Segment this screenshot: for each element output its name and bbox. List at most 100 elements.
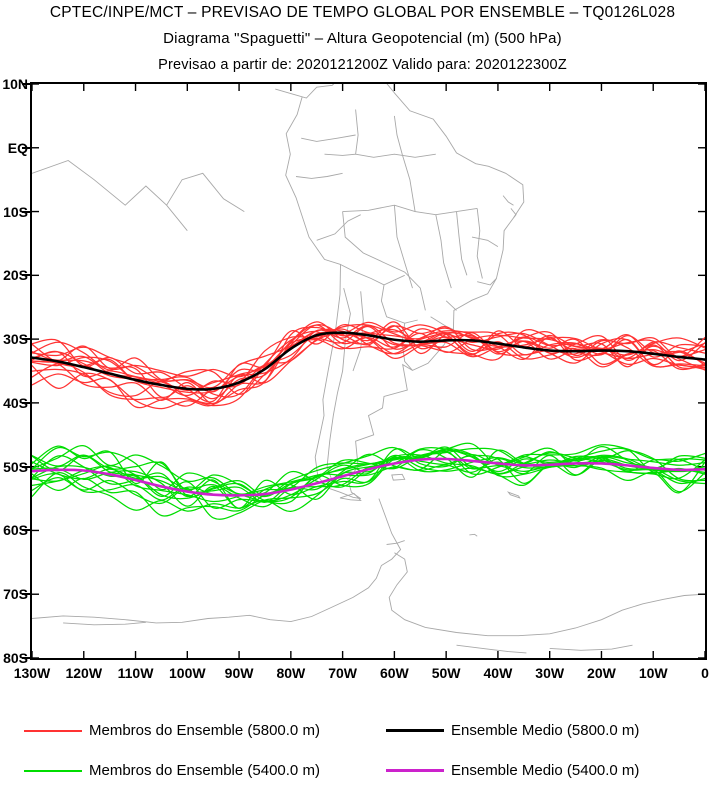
legend-label: Ensemble Medio (5400.0 m) <box>451 762 640 779</box>
members-5400-layer <box>32 442 705 520</box>
coastline-path <box>32 498 402 624</box>
ensemble-member-line <box>32 445 705 498</box>
x-axis-tick-label: 60W <box>379 665 409 681</box>
map-plot-area <box>30 82 707 660</box>
coastline-path <box>386 540 405 545</box>
legend-entry: Ensemble Medio (5800.0 m) <box>386 722 639 739</box>
coastline-path <box>324 109 359 156</box>
y-axis-tick-label: 20S <box>3 267 28 284</box>
x-axis-tick-label: 130W <box>13 665 51 681</box>
coastline-path <box>340 264 405 286</box>
ensemble-member-line <box>32 331 705 410</box>
coastline-path <box>380 284 418 324</box>
chart-title-block: CPTEC/INPE/MCT – PREVISAO DE TEMPO GLOBA… <box>0 0 725 78</box>
title-line-3: Previsao a partir de: 2020121200Z Valido… <box>158 57 567 73</box>
coastline-path <box>506 491 521 499</box>
axis-inner-ticks <box>32 84 705 658</box>
x-axis-tick-label: 90W <box>224 665 254 681</box>
coastline-path <box>316 214 361 241</box>
coastline-path <box>469 533 478 537</box>
coastline-path <box>285 96 361 500</box>
mean-5800-layer <box>32 331 705 391</box>
coastline-path <box>435 214 452 289</box>
coastline-layer <box>32 84 705 654</box>
x-axis-tick-label: 110W <box>117 665 154 681</box>
ensemble-member-line <box>32 324 705 397</box>
y-axis-tick-label: EQ <box>7 139 28 156</box>
x-axis-tick-label: 70W <box>328 665 357 681</box>
coastline-path <box>391 473 406 481</box>
ensemble-member-line <box>32 457 705 520</box>
x-axis-tick-label: 50W <box>431 665 461 681</box>
x-axis-tick-label: 80W <box>276 665 306 681</box>
y-axis-tick <box>22 338 30 341</box>
y-axis-tick <box>22 465 30 468</box>
legend-label: Membros do Ensemble (5400.0 m) <box>89 762 320 779</box>
x-axis-tick-label: 20W <box>587 665 616 681</box>
coastline-path <box>476 208 483 279</box>
ensemble-member-line <box>32 323 705 395</box>
ensemble-member-line <box>32 321 705 389</box>
legend-label: Ensemble Medio (5800.0 m) <box>451 722 640 739</box>
chart-legend: Membros do Ensemble (5800.0 m) Ensemble M… <box>0 700 725 792</box>
legend-color-swatch <box>24 729 82 732</box>
coastline-path <box>456 644 527 654</box>
coastline-path <box>275 84 395 99</box>
y-axis-tick-label: 10N <box>2 76 28 92</box>
y-axis-tick-label: 10S <box>3 203 28 220</box>
y-axis-tick <box>22 529 30 532</box>
y-axis-tick <box>22 146 30 149</box>
legend-color-swatch <box>386 729 444 732</box>
ensemble-member-line <box>32 446 705 513</box>
x-axis-tick-label: 10W <box>638 665 668 681</box>
y-axis-tick-label: 60S <box>3 522 28 539</box>
y-axis-tick <box>22 593 30 596</box>
coastline-path <box>471 236 499 247</box>
coastline-path <box>326 287 351 482</box>
ensemble-member-line <box>32 453 705 508</box>
ensemble-member-line <box>32 321 705 393</box>
ensemble-member-line <box>32 454 705 509</box>
coastline-path <box>63 621 146 626</box>
mean-5400-layer <box>32 457 705 497</box>
y-axis-tick-label: 70S <box>3 586 28 603</box>
legend-entry: Membros do Ensemble (5800.0 m) <box>24 722 320 739</box>
x-axis-tick-label: 120W <box>65 665 103 681</box>
coastline-path <box>549 644 633 651</box>
plot-canvas <box>32 84 705 658</box>
x-axis-tick-label: 100W <box>169 665 206 681</box>
coastline-path <box>301 134 356 142</box>
title-line-1: CPTEC/INPE/MCT – PREVISAO DE TEMPO GLOBA… <box>49 4 676 21</box>
y-axis-tick-label: 50S <box>3 458 28 475</box>
coastline-path <box>342 211 426 311</box>
ensemble-mean-line <box>32 457 705 497</box>
coastline-path <box>510 208 517 219</box>
x-axis-tick-label: 0 <box>701 665 709 681</box>
coastline-path <box>393 115 416 212</box>
coastline-path <box>32 159 188 231</box>
y-axis-tick <box>22 657 30 659</box>
y-axis-tick-label: 40S <box>3 394 28 411</box>
legend-label: Membros do Ensemble (5800.0 m) <box>89 722 320 739</box>
legend-color-swatch <box>386 769 444 772</box>
coastline-path <box>355 153 436 158</box>
legend-entry: Membros do Ensemble (5400.0 m) <box>24 762 320 779</box>
coastline-path <box>477 278 497 286</box>
y-axis-tick <box>22 210 30 213</box>
y-axis-tick <box>22 83 30 85</box>
x-axis-tick-label: 30W <box>535 665 565 681</box>
coastline-path <box>388 552 705 637</box>
y-axis-tick-label: 80S <box>3 650 28 666</box>
ensemble-mean-line <box>32 331 705 391</box>
title-line-2: Diagrama "Spaguetti" – Altura Geopotenci… <box>163 30 562 47</box>
coastline-path <box>445 300 457 311</box>
ensemble-member-line <box>32 326 705 405</box>
coastline-path <box>295 172 343 179</box>
coastline-path <box>339 492 362 502</box>
coastline-path <box>393 205 413 289</box>
legend-color-swatch <box>24 769 82 772</box>
ensemble-member-line <box>32 321 705 378</box>
y-axis-tick <box>22 274 30 277</box>
legend-entry: Ensemble Medio (5400.0 m) <box>386 762 639 779</box>
